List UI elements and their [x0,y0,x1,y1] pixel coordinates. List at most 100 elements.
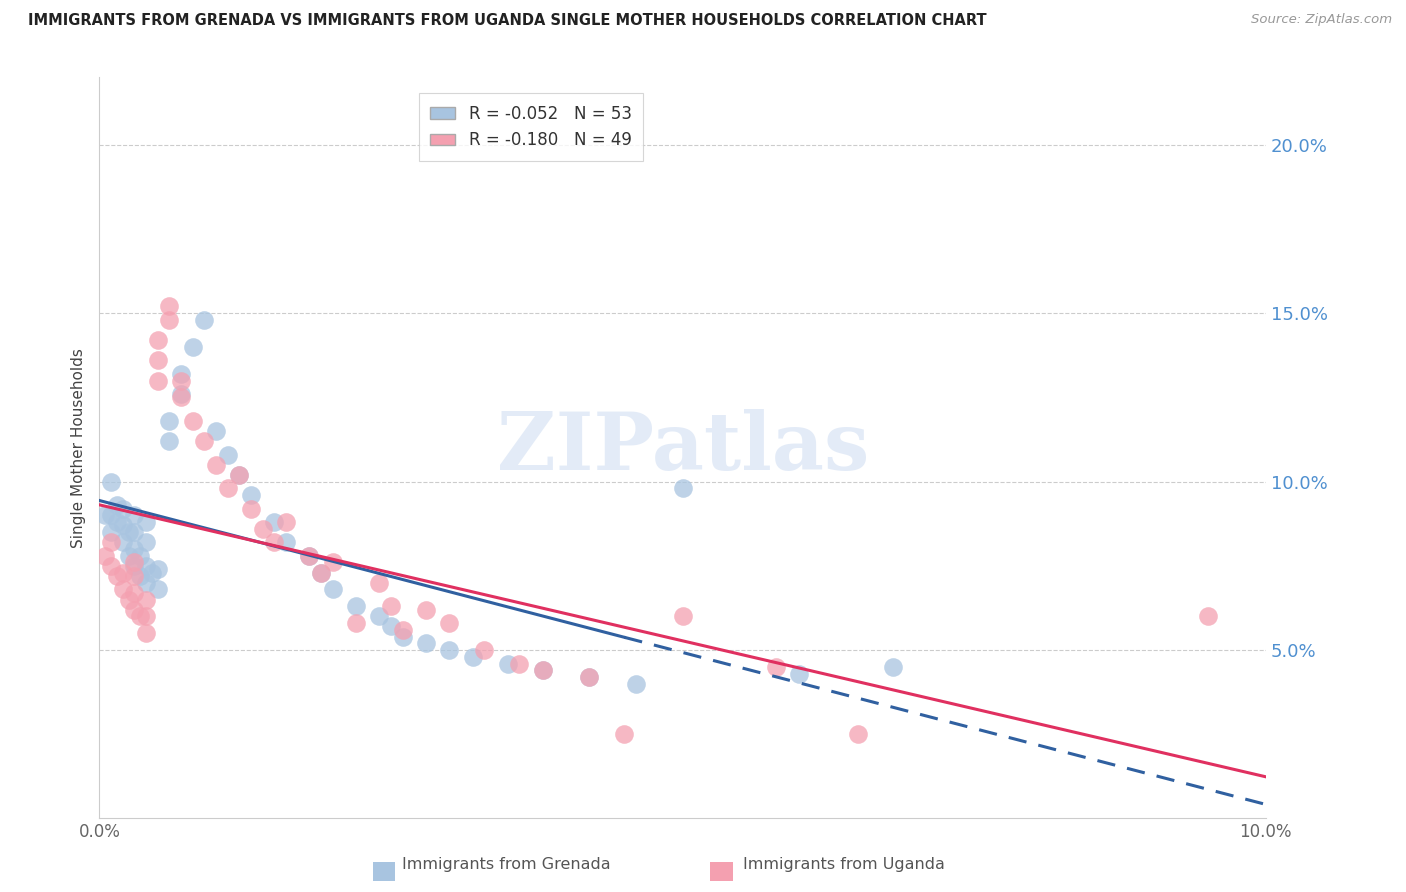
Point [309,566,332,580]
Point [240,488,263,502]
Point [111,501,134,516]
Point [100,508,122,523]
Point [298,549,321,563]
Point [157,300,180,314]
Point [111,582,134,597]
Point [263,515,285,529]
Point [94,549,117,563]
Point [531,663,554,677]
Point [124,508,146,523]
Point [111,535,134,549]
Point [344,616,367,631]
Point [263,535,285,549]
Point [157,313,180,327]
Point [531,663,554,677]
Point [217,448,239,462]
Point [439,643,461,657]
Point [124,541,146,556]
Point [135,515,157,529]
Point [1197,609,1219,624]
Point [415,636,437,650]
Point [94,508,117,523]
Point [274,535,297,549]
Point [882,660,904,674]
Point [135,592,157,607]
Point [146,582,169,597]
Point [135,609,157,624]
Point [111,518,134,533]
Text: Immigrants from Uganda: Immigrants from Uganda [742,857,945,872]
Point [508,657,530,671]
Point [472,643,495,657]
Text: Source: ZipAtlas.com: Source: ZipAtlas.com [1251,13,1392,27]
Point [309,566,332,580]
Point [846,727,869,741]
Point [146,374,169,388]
Point [129,549,152,563]
Point [368,575,391,590]
Point [205,458,228,472]
Point [787,666,810,681]
Point [157,414,180,428]
Point [380,599,402,614]
Point [135,575,157,590]
Point [205,424,228,438]
Point [135,535,157,549]
Point [135,626,157,640]
Point [124,602,146,616]
Point [124,558,146,573]
Point [613,727,636,741]
Point [578,670,600,684]
Point [105,569,128,583]
Point [368,609,391,624]
Y-axis label: Single Mother Households: Single Mother Households [72,348,86,548]
Point [322,582,344,597]
Point [344,599,367,614]
Point [146,333,169,347]
Point [461,649,484,664]
Point [322,556,344,570]
Point [105,515,128,529]
Point [193,313,215,327]
Text: IMMIGRANTS FROM GRENADA VS IMMIGRANTS FROM UGANDA SINGLE MOTHER HOUSEHOLDS CORRE: IMMIGRANTS FROM GRENADA VS IMMIGRANTS FR… [28,13,987,29]
Point [217,481,239,495]
Point [124,525,146,540]
Point [157,434,180,449]
Point [117,592,139,607]
Point [170,387,193,401]
Point [672,609,695,624]
Point [765,660,787,674]
Text: ZIPatlas: ZIPatlas [496,409,869,487]
Text: Immigrants from Grenada: Immigrants from Grenada [402,857,610,872]
Point [380,619,402,633]
Point [170,374,193,388]
Point [193,434,215,449]
Point [578,670,600,684]
Point [146,562,169,576]
Point [252,522,274,536]
Point [496,657,519,671]
Point [124,556,146,570]
Point [170,367,193,381]
Point [391,623,413,637]
Legend: R = -0.052   N = 53, R = -0.180   N = 49: R = -0.052 N = 53, R = -0.180 N = 49 [419,93,644,161]
Point [100,475,122,489]
Point [135,558,157,573]
Point [124,569,146,583]
Point [624,677,647,691]
Point [146,353,169,368]
Point [105,498,128,512]
Point [228,467,250,482]
Point [111,566,134,580]
Point [439,616,461,631]
Point [100,535,122,549]
Point [170,391,193,405]
Point [274,515,297,529]
Point [240,501,263,516]
Point [298,549,321,563]
Point [129,569,152,583]
Point [181,340,204,354]
Point [181,414,204,428]
Point [391,630,413,644]
Point [129,609,152,624]
